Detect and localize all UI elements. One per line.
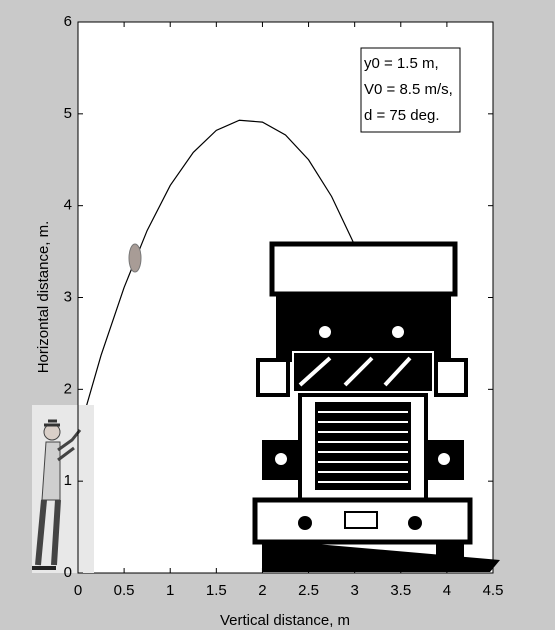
y-tick-label: 3 — [64, 288, 72, 305]
truck-headlight — [438, 453, 450, 465]
truck-bolt — [408, 516, 422, 530]
x-tick-label: 0 — [74, 582, 82, 599]
truck-bolt — [298, 516, 312, 530]
annotation-line: V0 = 8.5 m/s, — [364, 81, 453, 98]
y-tick-label: 6 — [64, 13, 72, 30]
x-tick-label: 1.5 — [206, 582, 227, 599]
annotation-line: d = 75 deg. — [364, 107, 439, 124]
y-tick-label: 5 — [64, 105, 72, 122]
truck-wheel — [262, 542, 290, 572]
truck-plate — [345, 512, 377, 528]
x-tick-label: 3 — [350, 582, 358, 599]
truck-mirror — [258, 360, 288, 395]
y-tick-label: 1 — [64, 472, 72, 489]
y-axis-label: Horizontal distance, m. — [35, 221, 52, 374]
truck-light — [392, 326, 404, 338]
x-tick-label: 4 — [443, 582, 451, 599]
x-tick-label: 2.5 — [298, 582, 319, 599]
thrown-object — [129, 244, 141, 272]
x-tick-label: 0.5 — [114, 582, 135, 599]
y-tick-label: 4 — [64, 197, 72, 214]
truck-grille — [315, 402, 411, 490]
x-tick-label: 2 — [258, 582, 266, 599]
truck-mirror — [436, 360, 466, 395]
annotation-line: y0 = 1.5 m, — [364, 55, 439, 72]
y-tick-label: 0 — [64, 564, 72, 581]
x-axis-label: Vertical distance, m — [220, 612, 350, 629]
x-tick-label: 4.5 — [483, 582, 504, 599]
y-tick-label: 2 — [64, 380, 72, 397]
truck-wheel — [436, 542, 464, 572]
x-tick-label: 3.5 — [390, 582, 411, 599]
truck-light — [319, 326, 331, 338]
x-tick-label: 1 — [166, 582, 174, 599]
truck-headlight — [275, 453, 287, 465]
chart: y0 = 1.5 m, V0 = 8.5 m/s, d = 75 deg. Ve… — [0, 0, 555, 630]
truck-box — [272, 244, 455, 294]
